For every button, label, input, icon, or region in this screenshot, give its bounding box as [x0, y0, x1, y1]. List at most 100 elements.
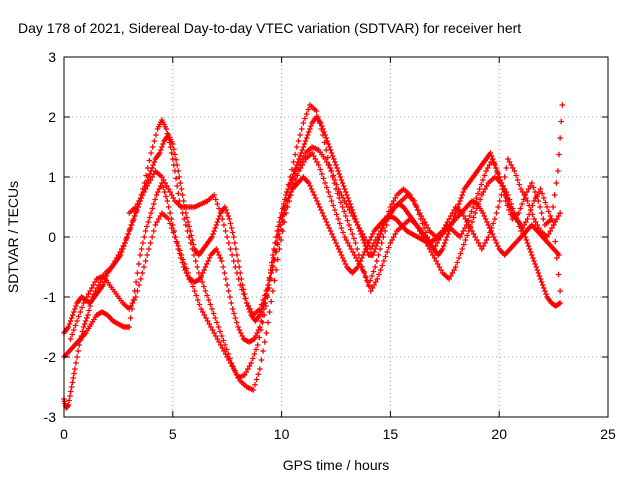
- data-point: [297, 159, 304, 165]
- data-point: [425, 225, 431, 231]
- data-point: [286, 192, 293, 198]
- data-point: [359, 267, 366, 273]
- data-point: [65, 324, 72, 330]
- data-point: [148, 210, 154, 216]
- data-point: [328, 150, 335, 156]
- data-point: [151, 138, 158, 144]
- data-point: [218, 258, 225, 264]
- data-point: [354, 258, 361, 264]
- data-point: [531, 198, 537, 204]
- data-point: [554, 216, 560, 222]
- data-point: [229, 306, 236, 312]
- data-point: [415, 225, 421, 231]
- data-point: [556, 300, 562, 307]
- data-point: [139, 270, 146, 276]
- data-point: [273, 267, 279, 273]
- data-point: [160, 184, 167, 191]
- data-point: [321, 129, 327, 135]
- data-point: [539, 190, 545, 197]
- data-point: [219, 345, 226, 351]
- data-point: [226, 240, 232, 246]
- data-point: [392, 231, 399, 237]
- data-point: [364, 279, 371, 285]
- data-point: [188, 232, 195, 239]
- data-point: [421, 237, 428, 243]
- data-point: [245, 366, 251, 372]
- data-point: [67, 318, 74, 324]
- data-point: [255, 371, 262, 378]
- data-point: [73, 303, 79, 309]
- data-point: [555, 271, 562, 278]
- data-point: [253, 346, 259, 353]
- data-point: [557, 210, 563, 216]
- data-point: [212, 196, 219, 203]
- data-point: [351, 235, 357, 242]
- data-point: [178, 186, 185, 192]
- data-point: [480, 210, 486, 216]
- data-point: [141, 264, 147, 270]
- data-point: [265, 282, 271, 288]
- data-point: [338, 225, 345, 231]
- data-point: [249, 355, 256, 362]
- data-point: [407, 192, 413, 198]
- data-point: [315, 162, 322, 168]
- data-point: [309, 150, 315, 156]
- data-point: [144, 223, 150, 230]
- data-point: [137, 252, 143, 258]
- data-point: [138, 246, 145, 252]
- data-point: [168, 225, 175, 231]
- data-point: [490, 220, 497, 227]
- data-point: [67, 393, 73, 399]
- data-point: [505, 192, 511, 198]
- data-point: [304, 132, 311, 138]
- data-point: [446, 276, 452, 282]
- data-point: [483, 168, 489, 174]
- data-point: [537, 276, 544, 282]
- data-point: [316, 204, 323, 210]
- data-point: [415, 207, 421, 213]
- data-marks: [61, 102, 566, 411]
- data-point: [202, 264, 209, 270]
- data-point: [265, 319, 271, 326]
- data-point: [524, 216, 531, 222]
- data-point: [470, 214, 477, 221]
- data-point: [333, 240, 339, 246]
- data-point: [333, 211, 340, 218]
- data-point: [214, 219, 221, 225]
- data-point: [271, 256, 278, 263]
- data-point: [333, 162, 339, 168]
- data-point: [312, 195, 319, 201]
- data-point: [168, 192, 175, 198]
- axis-ticks: [63, 56, 609, 418]
- data-point: [151, 159, 158, 165]
- data-point: [209, 234, 215, 240]
- data-point: [154, 219, 160, 225]
- data-point: [544, 234, 550, 240]
- data-point: [278, 226, 284, 233]
- data-point: [307, 126, 313, 132]
- data-point: [314, 198, 320, 204]
- data-point: [69, 331, 75, 338]
- data-point: [451, 207, 457, 213]
- data-point: [80, 324, 87, 330]
- data-point: [410, 198, 417, 204]
- data-point: [199, 270, 206, 276]
- data-point: [416, 228, 423, 234]
- data-point: [122, 240, 128, 246]
- data-point: [163, 126, 170, 132]
- data-point: [498, 192, 505, 198]
- data-point: [243, 369, 250, 375]
- data-point: [334, 165, 340, 171]
- data-point: [347, 226, 354, 233]
- data-point: [260, 348, 266, 354]
- data-point: [549, 225, 555, 231]
- data-point: [308, 123, 314, 129]
- data-point: [329, 153, 336, 159]
- y-tick-label: -2: [44, 349, 57, 365]
- data-point: [155, 216, 162, 222]
- data-point: [170, 229, 177, 236]
- data-point: [444, 234, 450, 240]
- data-point: [423, 240, 430, 246]
- data-point: [149, 234, 155, 240]
- data-point: [209, 327, 216, 333]
